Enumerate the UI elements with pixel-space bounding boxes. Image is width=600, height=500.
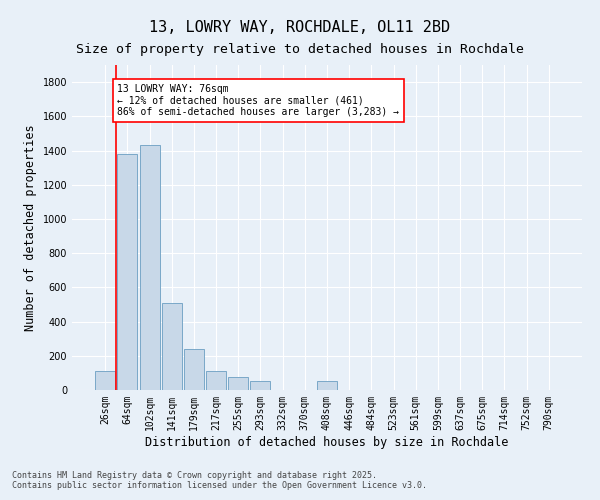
Bar	[228, 377, 248, 390]
Y-axis label: Number of detached properties: Number of detached properties	[24, 124, 37, 331]
Text: 13 LOWRY WAY: 76sqm
← 12% of detached houses are smaller (461)
86% of semi-detac: 13 LOWRY WAY: 76sqm ← 12% of detached ho…	[118, 84, 400, 117]
Bar	[250, 380, 271, 390]
Text: Contains public sector information licensed under the Open Government Licence v3: Contains public sector information licen…	[12, 480, 427, 490]
X-axis label: Distribution of detached houses by size in Rochdale: Distribution of detached houses by size …	[145, 436, 509, 448]
Text: 13, LOWRY WAY, ROCHDALE, OL11 2BD: 13, LOWRY WAY, ROCHDALE, OL11 2BD	[149, 20, 451, 35]
Bar	[118, 154, 137, 390]
Bar	[162, 303, 182, 390]
Text: Contains HM Land Registry data © Crown copyright and database right 2025.: Contains HM Land Registry data © Crown c…	[12, 470, 377, 480]
Bar	[140, 146, 160, 390]
Bar	[95, 371, 115, 390]
Bar	[206, 371, 226, 390]
Bar	[317, 380, 337, 390]
Text: Size of property relative to detached houses in Rochdale: Size of property relative to detached ho…	[76, 42, 524, 56]
Bar	[184, 349, 204, 390]
